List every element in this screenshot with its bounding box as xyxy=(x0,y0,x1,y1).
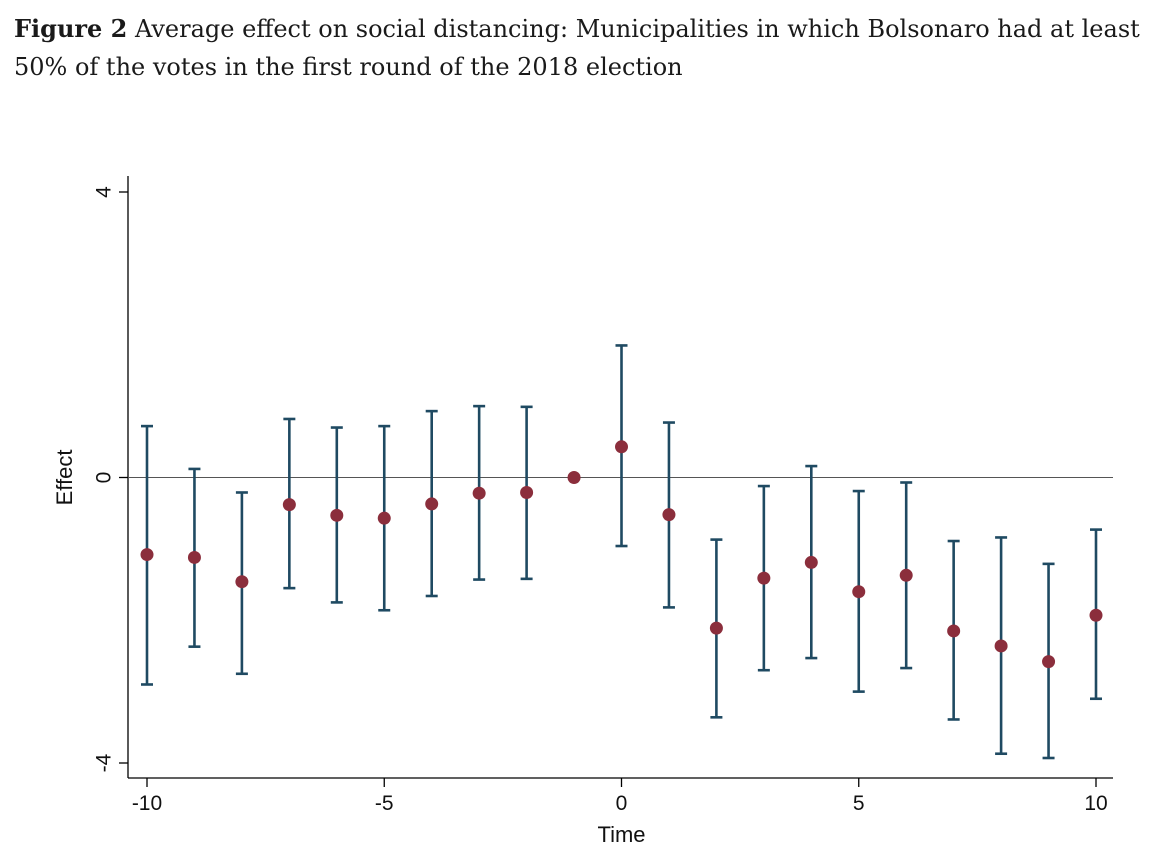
x-tick-label: 5 xyxy=(853,792,865,815)
figure-title: Average effect on social distancing: Mun… xyxy=(14,15,1140,81)
data-point xyxy=(1089,608,1103,622)
y-tick-label: -4 xyxy=(93,753,116,772)
data-point xyxy=(757,571,771,585)
y-axis-title: Effect xyxy=(52,450,77,506)
data-point xyxy=(1042,655,1056,669)
data-point xyxy=(520,485,534,499)
data-point xyxy=(662,508,676,522)
y-tick-label: 4 xyxy=(93,186,116,198)
y-tick-label: 0 xyxy=(93,472,116,484)
data-point xyxy=(377,511,391,525)
data-point xyxy=(472,486,486,500)
data-point xyxy=(947,624,961,638)
data-point xyxy=(425,497,439,511)
figure-caption: Figure 2 Average effect on social distan… xyxy=(14,10,1154,86)
x-axis-title: Time xyxy=(597,822,645,847)
data-point xyxy=(330,508,344,522)
figure-label: Figure 2 xyxy=(14,14,128,43)
data-point xyxy=(804,555,818,569)
data-point xyxy=(899,568,913,582)
axes: -10 -5 0 5 10 -4 0 4 Time Effect xyxy=(52,176,1113,847)
x-tick-label: 0 xyxy=(616,792,628,815)
data-point xyxy=(567,471,581,484)
data-point xyxy=(709,621,723,635)
data-point xyxy=(994,639,1008,653)
x-tick-label: -5 xyxy=(375,792,394,815)
data-point xyxy=(282,498,296,512)
x-tick-label: 10 xyxy=(1084,792,1107,815)
data-point xyxy=(187,550,201,564)
data-point xyxy=(615,440,628,454)
data-point xyxy=(852,585,866,599)
x-tick-label: -10 xyxy=(132,792,162,815)
data-point xyxy=(140,548,154,562)
data-point xyxy=(235,575,249,589)
chart-marks xyxy=(140,344,1103,760)
